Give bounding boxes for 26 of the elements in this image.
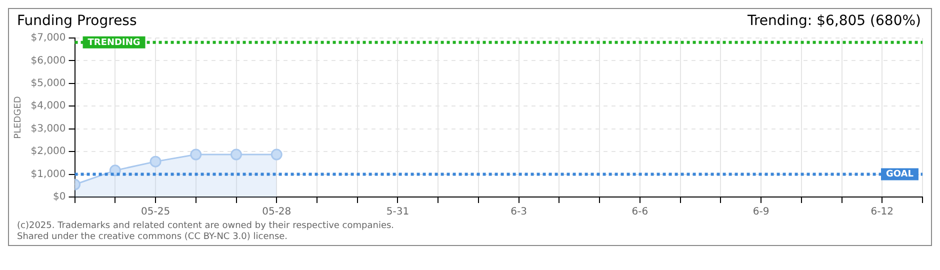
x-tick-label: 6-6 — [632, 206, 648, 218]
x-tick-label: 6-12 — [870, 206, 894, 218]
y-tick-label: $1,000 — [30, 168, 66, 180]
y-tick-label: $6,000 — [30, 55, 66, 66]
y-axis-title: PLEDGED — [14, 96, 24, 139]
point — [150, 156, 162, 168]
x-tick-label: 5-31 — [386, 206, 410, 218]
point — [270, 148, 282, 160]
x-tick-label: 05-28 — [262, 206, 292, 218]
x-tick-label: 05-25 — [140, 206, 170, 218]
x-tick-label: 6-3 — [510, 206, 527, 218]
y-tick-label: $4,000 — [30, 100, 66, 112]
y-tick-label: $0 — [53, 192, 66, 203]
ref-line-label: GOAL — [886, 170, 914, 180]
text: Trending: $6,805 (680%) — [747, 13, 921, 29]
y-tick-label: $7,000 — [30, 32, 66, 44]
point — [230, 148, 242, 160]
y-tick-label: $3,000 — [30, 123, 66, 134]
y-tick-label: $2,000 — [30, 146, 66, 158]
x-tick-label: 6-9 — [752, 206, 770, 218]
chart-title: Funding Progress — [17, 13, 137, 29]
ref-line-label: TRENDING — [88, 38, 140, 48]
text: (c)2025. Trademarks and related content are owned by their respective companies. — [17, 221, 396, 232]
text: Shared under the creative commons (CC BY-NC 3.0) license. — [17, 232, 289, 243]
y-tick-label: $5,000 — [30, 78, 66, 90]
point — [190, 148, 202, 160]
